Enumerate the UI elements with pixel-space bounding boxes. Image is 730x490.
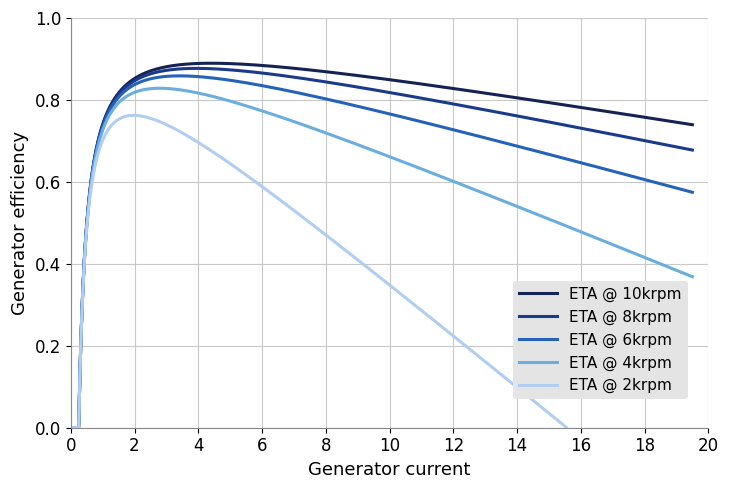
ETA @ 8krpm (670, 144, 679, 149)
ETA @ 4krpm (556, 221, 565, 227)
ETA @ 8krpm (670, 144, 679, 149)
ETA @ 10krpm (207, 60, 215, 66)
ETA @ 8krpm (353, 84, 361, 90)
ETA @ 2krpm (548, 413, 556, 418)
ETA @ 10krpm (670, 119, 679, 125)
ETA @ 2krpm (294, 211, 303, 217)
ETA @ 6krpm (66, 425, 75, 431)
ETA @ 4krpm (670, 267, 679, 272)
ETA @ 6krpm (353, 103, 361, 109)
ETA @ 2krpm (548, 413, 556, 418)
ETA @ 8krpm (192, 66, 201, 72)
ETA @ 6krpm (688, 189, 696, 195)
ETA @ 10krpm (66, 425, 75, 431)
ETA @ 2krpm (66, 425, 75, 431)
ETA @ 4krpm (369, 147, 378, 153)
ETA @ 4krpm (99, 127, 107, 133)
Legend: ETA @ 10krpm, ETA @ 8krpm, ETA @ 6krpm, ETA @ 4krpm, ETA @ 2krpm: ETA @ 10krpm, ETA @ 8krpm, ETA @ 6krpm, … (512, 281, 688, 399)
ETA @ 2krpm (457, 340, 466, 345)
ETA @ 4krpm (670, 267, 679, 272)
ETA @ 2krpm (129, 112, 138, 118)
ETA @ 6krpm (175, 73, 184, 79)
Line: ETA @ 10krpm: ETA @ 10krpm (71, 63, 692, 428)
ETA @ 2krpm (307, 221, 316, 227)
ETA @ 8krpm (99, 122, 107, 128)
ETA @ 6krpm (369, 107, 378, 113)
ETA @ 4krpm (66, 425, 75, 431)
ETA @ 6krpm (99, 123, 107, 129)
ETA @ 2krpm (562, 424, 571, 430)
Line: ETA @ 2krpm: ETA @ 2krpm (71, 115, 566, 428)
ETA @ 8krpm (369, 87, 378, 93)
ETA @ 6krpm (670, 185, 679, 191)
ETA @ 10krpm (99, 121, 107, 127)
ETA @ 4krpm (155, 85, 164, 91)
Line: ETA @ 8krpm: ETA @ 8krpm (71, 69, 692, 428)
ETA @ 4krpm (353, 142, 361, 147)
ETA @ 6krpm (556, 154, 565, 160)
Line: ETA @ 6krpm: ETA @ 6krpm (71, 76, 692, 428)
ETA @ 10krpm (353, 73, 361, 78)
ETA @ 10krpm (369, 74, 378, 80)
ETA @ 2krpm (92, 157, 101, 163)
ETA @ 10krpm (688, 122, 696, 128)
ETA @ 10krpm (556, 101, 565, 107)
ETA @ 8krpm (66, 425, 75, 431)
Line: ETA @ 4krpm: ETA @ 4krpm (71, 88, 692, 428)
X-axis label: Generator current: Generator current (308, 461, 471, 479)
ETA @ 8krpm (688, 147, 696, 153)
Y-axis label: Generator efficiency: Generator efficiency (11, 131, 29, 315)
ETA @ 10krpm (670, 119, 679, 125)
ETA @ 8krpm (556, 122, 565, 127)
ETA @ 4krpm (688, 274, 696, 280)
ETA @ 6krpm (670, 185, 679, 191)
